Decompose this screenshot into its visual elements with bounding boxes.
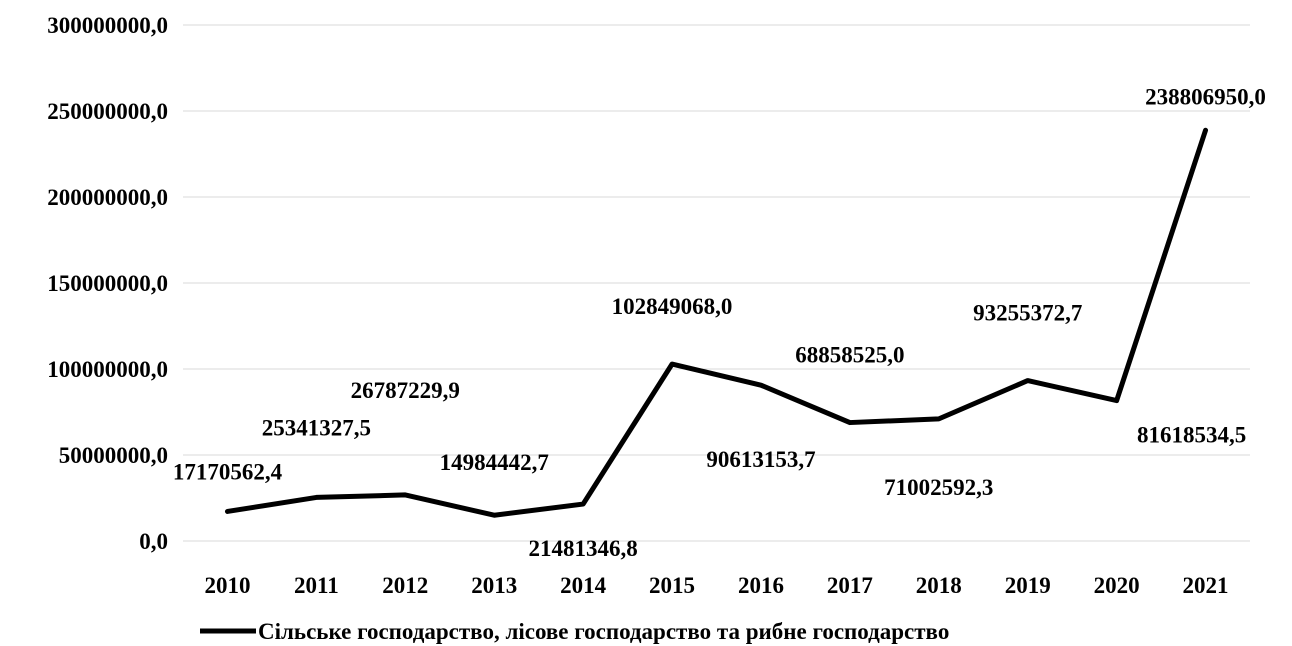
x-tick-label: 2017 (827, 573, 873, 598)
y-tick-label: 200000000,0 (47, 185, 168, 210)
legend-label: Сільське господарство, лісове господарст… (258, 619, 949, 644)
y-tick-label: 250000000,0 (47, 99, 168, 124)
data-label: 81618534,5 (1137, 423, 1246, 448)
data-label: 68858525,0 (795, 343, 904, 368)
x-axis-ticks: 2010 2011 2012 2013 2014 2015 2016 2017 2018 2019… (204, 573, 1228, 598)
data-label: 14984442,7 (440, 450, 549, 475)
data-label: 21481346,8 (529, 536, 638, 561)
x-tick-label: 2021 (1183, 573, 1229, 598)
series-layer (224, 127, 1209, 518)
x-tick-label: 2020 (1094, 573, 1140, 598)
data-label: 26787229,9 (351, 378, 460, 403)
data-label: 238806950,0 (1145, 84, 1266, 109)
x-tick-label: 2011 (294, 573, 339, 598)
data-label: 102849068,0 (612, 294, 733, 319)
x-tick-label: 2016 (738, 573, 784, 598)
y-tick-label: 0,0 (139, 529, 168, 554)
x-tick-label: 2010 (204, 573, 250, 598)
data-labels: 17170562,4 25341327,5 26787229,9 14984442,7… (173, 84, 1266, 561)
x-tick-label: 2015 (649, 573, 695, 598)
y-tick-label: 300000000,0 (47, 13, 168, 38)
x-tick-label: 2018 (916, 573, 962, 598)
data-label: 71002592,3 (884, 475, 993, 500)
y-axis-ticks: 0,0 50000000,0 100000000,0 150000000,0 20000… (47, 13, 168, 554)
y-tick-label: 150000000,0 (47, 271, 168, 296)
data-label: 90613153,7 (706, 447, 815, 472)
data-label: 17170562,4 (173, 459, 283, 484)
x-tick-label: 2012 (382, 573, 428, 598)
data-label: 93255372,7 (973, 301, 1082, 326)
y-tick-label: 50000000,0 (59, 443, 168, 468)
series-line (224, 127, 1209, 518)
grid-lines (183, 24, 1250, 542)
data-label: 25341327,5 (262, 415, 371, 440)
x-tick-label: 2019 (1005, 573, 1051, 598)
legend: Сільське господарство, лісове господарст… (200, 619, 949, 644)
x-tick-label: 2014 (560, 573, 607, 598)
y-tick-label: 100000000,0 (47, 357, 168, 382)
x-tick-label: 2013 (471, 573, 517, 598)
